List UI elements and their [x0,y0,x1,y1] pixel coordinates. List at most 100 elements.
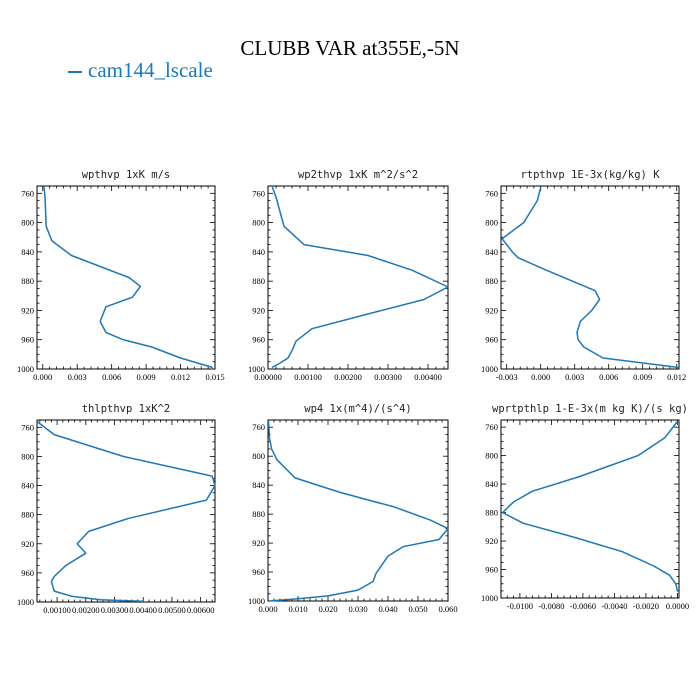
y-tick-label: 960 [21,335,34,345]
y-tick-label: 800 [252,451,265,461]
x-tick-label: 0.015 [205,372,224,382]
y-tick-label: 920 [252,305,265,315]
x-tick-label: 0.006 [599,372,618,382]
y-tick-label: 960 [252,335,265,345]
y-tick-label: 920 [21,539,34,549]
panel-1: wpthvp 1xK m/s76080084088092096010000.00… [17,169,225,382]
y-tick-label: 920 [21,305,34,315]
x-tick-label: -0.0060 [570,601,596,611]
x-tick-label: 0.009 [633,372,652,382]
y-tick-label: 920 [485,305,498,315]
y-tick-label: 800 [21,451,34,461]
x-tick-label: 0.00400 [414,372,442,382]
y-tick-label: 1000 [481,364,498,374]
x-tick-label: 0.00600 [187,605,215,615]
y-tick-label: 1000 [248,364,265,374]
x-tick-label: -0.0040 [601,601,627,611]
series-line [36,420,216,603]
x-tick-label: 0.003 [68,372,87,382]
series-line [271,185,449,369]
y-tick-label: 840 [485,479,498,489]
figure-title: CLUBB VAR at355E,-5N [240,36,460,60]
panel-title: wprtpthlp 1-E-3x(m kg K)/(s kg) [492,403,688,415]
x-tick-label: 0.00500 [158,605,186,615]
y-tick-label: 800 [252,218,265,228]
y-tick-label: 960 [252,567,265,577]
x-tick-label: 0.00100 [294,372,322,382]
plot-frame [267,185,449,370]
y-tick-label: 880 [21,276,34,286]
panel-6: wprtpthlp 1-E-3x(m kg K)/(s kg) 760 800 840… [481,403,689,611]
x-tick-label: -0.0100 [507,601,533,611]
y-tick-label: 760 [485,188,498,198]
x-tick-label: 0.00300 [101,605,129,615]
panel-title: wp4 1x(m^4)/(s^4) [304,403,411,415]
panel-title: thlpthvp 1xK^2 [82,403,171,415]
x-tick-label: -0.0020 [633,601,659,611]
y-tick-label: 880 [485,508,498,518]
x-tick-label: 0.000 [33,372,52,382]
y-tick-label: 840 [21,247,34,257]
x-tick-label: 0.0000 [666,601,689,611]
y-tick-label: 760 [485,422,498,432]
y-tick-label: 800 [485,218,498,228]
y-tick-label: 840 [252,480,265,490]
y-tick-label: 1000 [481,593,498,603]
x-tick-label: 0.000 [258,604,277,614]
series-line [501,187,680,369]
y-tick-label: 960 [21,568,34,578]
panel-title: wp2thvp 1xK m^2/s^2 [298,169,418,181]
y-tick-label: 920 [252,538,265,548]
plot-frame [36,185,216,370]
panel-5: wp4 1x(m^4)/(s^4)76080084088092096010000… [248,403,458,614]
x-tick-label: 0.050 [408,604,427,614]
y-tick-label: 760 [252,422,265,432]
y-tick-label: 1000 [17,597,34,607]
x-tick-label: 0.00300 [374,372,402,382]
x-tick-label: -0.0080 [538,601,564,611]
plot-frame [36,419,216,603]
series-line [43,185,213,369]
y-tick-label: 840 [21,481,34,491]
plot-frame [267,419,449,602]
x-tick-label: 0.009 [137,372,156,382]
y-tick-label: 920 [485,536,498,546]
legend-label: cam144_lscale [88,58,213,82]
y-tick-label: 760 [21,422,34,432]
x-tick-label: 0.00200 [334,372,362,382]
y-tick-label: 960 [485,335,498,345]
plot-frame [500,419,680,599]
plot-frame [500,185,680,370]
y-tick-label: 760 [252,188,265,198]
legend: cam144_lscale [68,58,213,83]
x-tick-label: 0.040 [378,604,397,614]
y-tick-label: 1000 [248,596,265,606]
x-tick-label: 0.010 [288,604,307,614]
x-tick-label: 0.000 [531,372,550,382]
x-tick-label: 0.030 [348,604,367,614]
panel-3: rtpthvp 1E-3x(kg/kg) K 760 800 840 880 920 960… [481,169,686,382]
panel-2: wp2thvp 1xK m^2/s^2 760 800 840 880 920 960 100… [248,169,449,382]
y-tick-label: 800 [485,451,498,461]
series-line [501,420,679,592]
x-tick-label: -0.003 [496,372,518,382]
y-tick-label: 840 [485,247,498,257]
panel-title: wpthvp 1xK m/s [82,169,171,181]
x-tick-label: 0.00200 [72,605,100,615]
y-tick-label: 760 [21,188,34,198]
x-tick-label: 0.00400 [129,605,157,615]
y-tick-label: 880 [21,510,34,520]
x-tick-label: 0.012 [667,372,686,382]
series-line [267,421,449,602]
x-tick-label: 0.00000 [254,372,282,382]
x-tick-label: 0.060 [438,604,457,614]
y-tick-label: 1000 [17,364,34,374]
x-tick-label: 0.003 [565,372,584,382]
legend-swatch [68,71,82,74]
panel-title: rtpthvp 1E-3x(kg/kg) K [520,169,660,181]
y-tick-label: 960 [485,565,498,575]
y-tick-label: 880 [485,276,498,286]
x-tick-label: 0.020 [318,604,337,614]
y-tick-label: 840 [252,247,265,257]
